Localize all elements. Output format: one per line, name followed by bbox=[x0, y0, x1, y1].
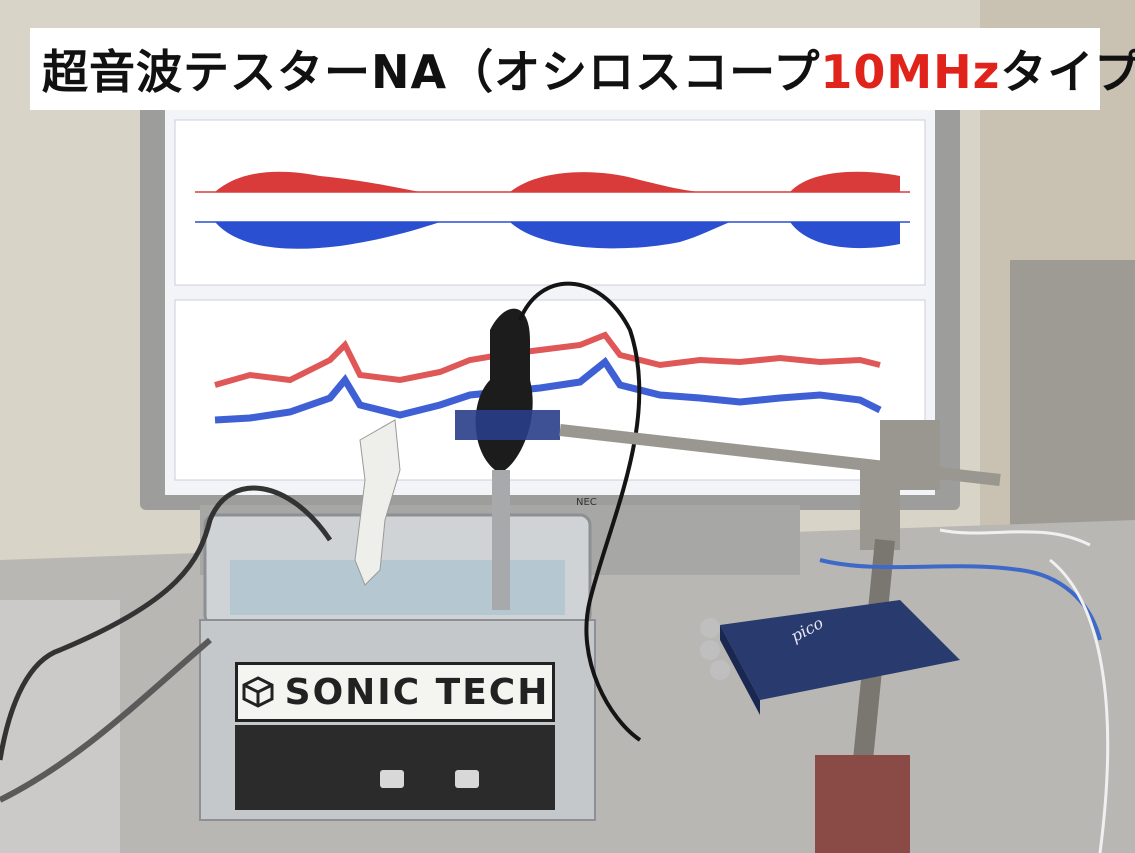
cleaner-brand-plate: SONIC TECH bbox=[235, 662, 555, 722]
title-highlight: 10MHz bbox=[820, 45, 1001, 99]
title-banner: 超音波テスターNA（オシロスコープ10MHzタイプ） bbox=[30, 28, 1135, 110]
cube-logo-icon bbox=[242, 676, 274, 708]
monitor-brand-label: NEC bbox=[576, 497, 597, 508]
page-title: 超音波テスターNA（オシロスコープ10MHzタイプ） bbox=[42, 45, 1135, 99]
bottom-waveform bbox=[214, 331, 882, 424]
cleaner-brand-label: SONIC TECH bbox=[284, 671, 550, 713]
top-waveform bbox=[195, 171, 910, 249]
